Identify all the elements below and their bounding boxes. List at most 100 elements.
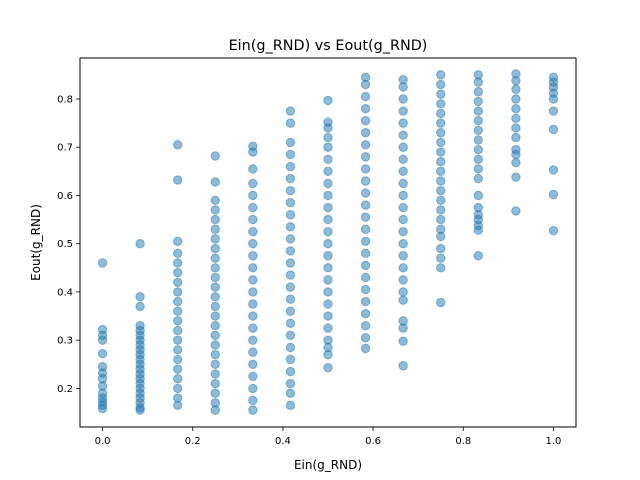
data-point <box>473 173 483 184</box>
data-point <box>436 157 446 167</box>
data-point <box>285 388 296 398</box>
data-point <box>173 325 183 336</box>
data-point <box>398 82 408 92</box>
data-point <box>210 301 220 312</box>
data-point <box>323 299 333 309</box>
data-point <box>436 297 446 308</box>
data-point <box>511 75 521 86</box>
data-point <box>398 130 408 140</box>
data-point <box>173 345 183 355</box>
data-point <box>398 94 408 104</box>
data-point <box>473 87 483 97</box>
data-point <box>285 318 296 328</box>
data-point <box>360 128 371 138</box>
y-tick-label: 0.4 <box>57 287 73 298</box>
data-point <box>473 125 483 136</box>
data-point <box>210 224 220 234</box>
data-point <box>285 306 296 316</box>
data-point <box>360 272 371 283</box>
data-point <box>210 205 220 215</box>
data-point <box>173 354 183 365</box>
data-point <box>323 239 333 249</box>
data-point <box>360 140 371 150</box>
data-point <box>323 214 333 225</box>
data-point <box>398 106 408 116</box>
data-point <box>210 292 220 302</box>
data-point <box>511 149 521 160</box>
data-point <box>436 185 446 196</box>
data-point <box>360 260 371 271</box>
data-point <box>323 142 333 152</box>
data-point <box>210 195 220 205</box>
x-tick-label: 1.0 <box>546 436 562 447</box>
data-point <box>398 226 408 237</box>
data-point <box>398 323 408 333</box>
data-point <box>285 342 296 353</box>
data-point <box>323 178 333 189</box>
data-point <box>511 172 521 182</box>
x-tick-label: 0.4 <box>275 436 291 447</box>
data-point <box>436 108 446 119</box>
data-point <box>360 212 371 222</box>
x-tick-label: 0.8 <box>455 436 471 447</box>
data-point <box>285 378 296 389</box>
data-point <box>323 287 333 297</box>
data-point <box>548 94 559 104</box>
data-point <box>323 132 333 143</box>
data-point <box>360 308 371 319</box>
data-point <box>398 295 408 305</box>
data-point <box>210 321 220 331</box>
data-point <box>210 234 220 244</box>
data-point <box>248 371 258 382</box>
data-point <box>248 395 258 406</box>
data-point <box>248 239 258 249</box>
x-axis-label: Ein(g_RND) <box>294 458 362 472</box>
data-point <box>323 311 333 321</box>
data-point <box>285 354 296 365</box>
data-point <box>473 154 483 164</box>
data-point <box>436 253 446 263</box>
data-point <box>360 152 371 162</box>
data-point <box>173 400 183 410</box>
data-point <box>135 292 145 302</box>
data-point <box>511 113 521 123</box>
data-point <box>436 205 446 215</box>
data-point <box>285 400 296 410</box>
chart-title: Ein(g_RND) vs Eout(g_RND) <box>229 38 428 54</box>
data-point <box>285 106 296 116</box>
data-point <box>210 214 220 225</box>
data-point <box>285 294 296 304</box>
data-point <box>398 190 408 201</box>
data-point <box>285 137 296 148</box>
data-point <box>323 202 333 213</box>
data-point <box>548 189 559 200</box>
points-layer <box>97 69 559 415</box>
data-point <box>323 275 333 285</box>
x-tick-label: 0.2 <box>185 436 201 447</box>
plot-frame <box>79 57 577 428</box>
data-point <box>248 335 258 345</box>
data-point <box>360 343 371 354</box>
data-point <box>248 287 258 297</box>
x-tick-label: 0.6 <box>365 436 381 447</box>
data-point <box>398 336 408 346</box>
data-point <box>436 243 446 254</box>
data-point <box>360 224 371 234</box>
data-point <box>248 190 258 201</box>
data-point <box>398 118 408 128</box>
data-point <box>210 272 220 283</box>
data-point <box>285 173 296 184</box>
data-point <box>360 79 371 90</box>
data-point <box>248 263 258 273</box>
data-point <box>360 296 371 307</box>
data-point <box>548 124 559 135</box>
data-point <box>210 349 220 360</box>
data-point <box>210 359 220 369</box>
data-point <box>173 306 183 316</box>
data-point <box>285 258 296 268</box>
data-point <box>473 164 483 174</box>
data-point <box>398 154 408 164</box>
data-point <box>473 144 483 155</box>
data-point <box>511 103 521 114</box>
x-tick-label: 0.0 <box>95 436 111 447</box>
